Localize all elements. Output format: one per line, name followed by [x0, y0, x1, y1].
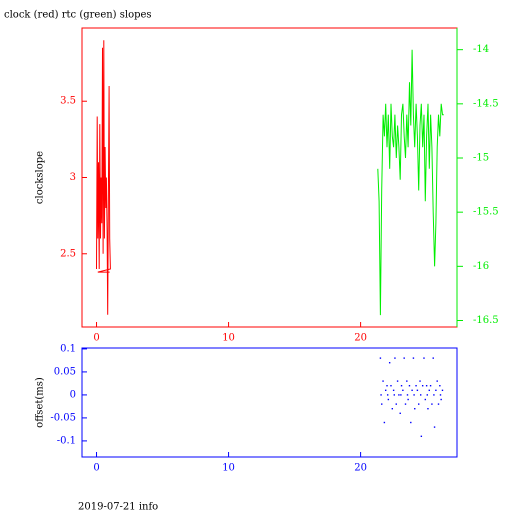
y2-tick-label: -14.5 [473, 98, 499, 109]
point [392, 389, 395, 392]
point [381, 403, 383, 405]
x-tick-label: 0 [93, 463, 99, 474]
y-tick-label: -0.1 [57, 435, 76, 446]
point [380, 394, 382, 396]
point [379, 357, 382, 359]
y2-tick-label: -15 [473, 153, 489, 164]
point [403, 357, 405, 359]
point [400, 385, 403, 387]
y2-tick-label: -14 [473, 44, 489, 55]
point [433, 394, 435, 396]
point [424, 398, 427, 401]
point [396, 380, 399, 382]
point [429, 385, 432, 387]
point [399, 412, 401, 415]
point [386, 394, 389, 396]
point [432, 357, 434, 359]
point [407, 398, 409, 401]
point [408, 385, 411, 387]
x-tick-label: 0 [93, 333, 99, 344]
point [437, 403, 440, 405]
plot-frame [81, 27, 458, 328]
point [413, 394, 415, 396]
point [404, 403, 407, 405]
point [390, 385, 392, 387]
point [414, 408, 416, 410]
point [412, 357, 415, 359]
point [428, 389, 430, 392]
point [420, 435, 423, 438]
point [418, 403, 420, 405]
x-tick-label: 20 [354, 463, 367, 474]
point [402, 389, 404, 392]
point [423, 357, 425, 359]
point [410, 421, 412, 424]
series-line [96, 40, 111, 315]
point [416, 389, 419, 392]
point [439, 394, 442, 396]
point [388, 362, 391, 364]
footer: 2019-07-21 info [78, 502, 158, 512]
y-axis-label: offset(ms) [35, 377, 46, 428]
point [433, 426, 436, 428]
point [411, 389, 413, 392]
y-tick-label: 3.5 [60, 96, 76, 107]
point [398, 394, 400, 396]
x-tick-label: 20 [354, 333, 367, 344]
y2-tick-label: -15.5 [473, 207, 499, 218]
point [425, 385, 428, 387]
point [421, 385, 424, 387]
point [439, 385, 441, 387]
y2-tick-label: -16 [473, 261, 489, 272]
y-tick-label: 2.5 [60, 248, 76, 259]
point [393, 394, 395, 396]
y-axis-label: clockslope [35, 151, 46, 204]
point [391, 408, 393, 410]
point [419, 394, 422, 396]
y-tick-label: 0.05 [54, 366, 76, 377]
y-tick-label: 3 [70, 172, 76, 183]
point [384, 389, 387, 392]
y2-tick-label: -16.5 [473, 315, 499, 326]
point [382, 380, 384, 382]
chart-title: clock (red) rtc (green) slopes [4, 10, 152, 21]
point [406, 380, 408, 382]
y-tick-label: -0.05 [50, 412, 76, 423]
point [441, 389, 444, 392]
point [427, 408, 429, 410]
point [426, 394, 428, 396]
point [400, 394, 402, 396]
point [431, 403, 433, 405]
x-tick-label: 10 [222, 463, 235, 474]
point [394, 357, 396, 359]
y-tick-label: 0.1 [60, 343, 76, 354]
point [387, 398, 390, 401]
point [383, 421, 386, 424]
x-tick-label: 10 [222, 333, 235, 344]
point [415, 385, 417, 387]
point [435, 389, 437, 392]
point [406, 394, 409, 396]
plot-frame [81, 347, 458, 458]
series-line [377, 49, 444, 316]
point [386, 385, 388, 387]
y-tick-label: 0 [70, 389, 76, 400]
point [395, 403, 397, 405]
point [436, 380, 438, 382]
point [440, 398, 442, 401]
point [419, 380, 421, 382]
